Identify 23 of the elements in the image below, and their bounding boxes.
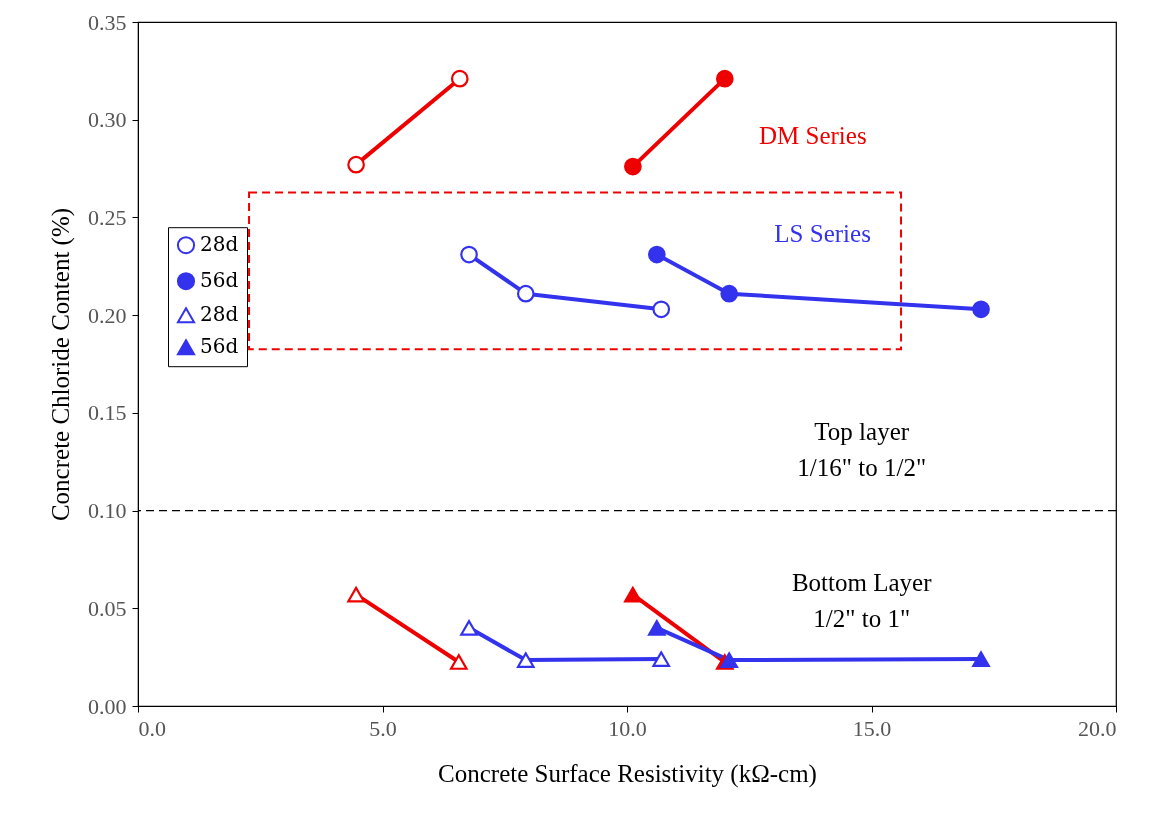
- y-tick-label: 0.35: [88, 9, 127, 35]
- y-tick-label: 0.15: [88, 400, 127, 426]
- legend-label: 28d: [200, 302, 239, 327]
- legend-label: 56d: [200, 334, 239, 359]
- y-tick-label: 0.00: [88, 693, 127, 719]
- annotation: Bottom Layer 1/2" to 1": [791, 568, 933, 632]
- legend-label: 56d: [200, 268, 239, 293]
- y-tick-label: 0.10: [88, 498, 127, 524]
- y-tick-label: 0.05: [88, 595, 127, 621]
- x-axis-title: Concrete Surface Resistivity (kΩ-cm): [438, 759, 817, 788]
- legend-label: 28d: [200, 232, 239, 257]
- annotation: Top layer 1/16" to 1/2": [797, 418, 927, 482]
- x-tick-label: 5.0: [369, 715, 397, 741]
- annotation: DM Series: [759, 121, 867, 149]
- annotation: LS Series: [774, 220, 871, 248]
- y-tick-label: 0.30: [88, 107, 127, 133]
- x-tick-label: 10.0: [608, 715, 647, 741]
- y-axis-title: Concrete Chloride Content (%): [47, 207, 75, 522]
- y-tick-label: 0.20: [88, 302, 127, 328]
- x-tick-label: 0.0: [138, 715, 166, 741]
- x-tick-label: 15.0: [852, 715, 892, 741]
- y-tick-label: 0.25: [88, 204, 127, 230]
- x-tick-label: 20.0: [1078, 715, 1117, 741]
